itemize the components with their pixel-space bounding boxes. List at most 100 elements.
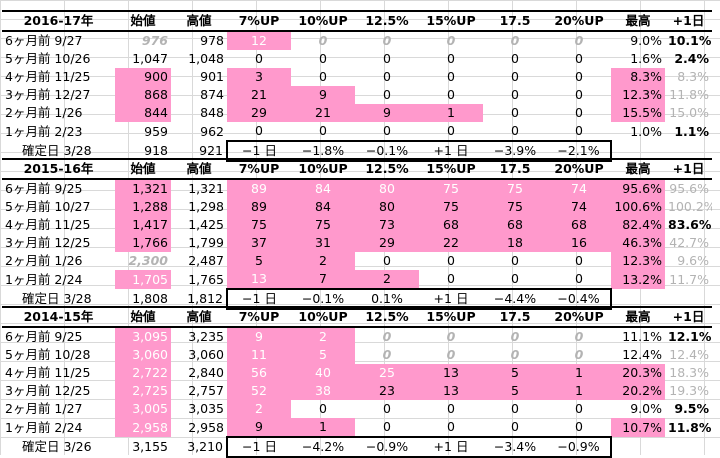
count-cell: 0 [510,329,520,344]
open-cell: 868 [115,86,171,104]
count-cell: 1 [547,364,611,382]
row-label: 3ヶ月前 12/25 [5,383,91,398]
plus1-cell: 42.7% [669,235,709,250]
count-cell: 9 [227,327,291,346]
count-cell: 0 [574,329,584,344]
table-2014-15: 2014-15年 始値 高値 7%UP 10%UP 12.5% 15%UP 17… [2,306,712,458]
count-cell: 0 [383,69,391,84]
max-cell: 13.2% [611,270,665,289]
count-cell: 75 [483,198,547,216]
count-cell: 2 [291,252,355,270]
plus1-cell: 2.4% [674,51,709,66]
col-10up: 10%UP [291,306,355,328]
open-cell: 1,047 [132,51,168,66]
plus1-cell: 83.6% [668,217,712,232]
max-cell: 12.3% [611,252,665,270]
count-cell: 1 [547,382,611,400]
col-17-5: 17.5 [483,10,547,32]
open-cell: 1,808 [132,291,168,306]
count-cell: 29 [227,104,291,122]
row-label: 4ヶ月前 11/25 [5,69,91,84]
row-label: 2ヶ月前 1/27 [5,401,83,416]
count-cell: 25 [355,364,419,382]
table-row: 2ヶ月前 1/26 2,300 2,487 5 2 0 0 0 0 12.3% … [2,252,712,270]
high-cell: 1,425 [188,217,224,232]
change-cell: −2.1% [547,140,612,162]
table-row: 1ヶ月前 2/24 1,705 1,765 13 7 2 0 0 0 13.2%… [2,270,712,289]
count-cell: 0 [575,69,583,84]
count-cell: 40 [291,364,355,382]
open-cell: 1,288 [115,198,171,216]
max-cell: 9.0% [630,33,662,48]
table-row: 3ヶ月前 12/27 868 874 21 9 0 0 0 0 12.3% 11… [2,86,712,104]
high-cell: 848 [200,105,224,120]
change-cell: +1 日 [419,436,483,458]
high-cell: 2,840 [188,365,224,380]
open-cell: 959 [144,123,168,139]
count-cell: 11 [227,346,291,364]
plus1-cell: 100.2% [668,199,712,214]
row-label: 4ヶ月前 11/25 [5,217,91,232]
high-cell: 2,487 [188,253,224,268]
high-cell: 1,298 [188,199,224,214]
count-cell: 13 [419,382,483,400]
open-cell: 844 [115,104,171,122]
high-cell: 1,799 [188,235,224,250]
max-cell: 1.0% [630,123,662,139]
count-cell: 2 [291,327,355,346]
count-cell: 0 [510,33,520,48]
count-cell: 0 [382,33,392,48]
open-cell: 900 [115,68,171,86]
count-cell: 1 [291,418,355,437]
max-cell: 8.3% [611,68,665,86]
count-cell: 0 [510,347,520,362]
count-cell: 21 [291,104,355,122]
col-10up: 10%UP [291,10,355,32]
row-label: 5ヶ月前 10/27 [5,199,91,214]
max-cell: 20.3% [611,364,665,382]
high-cell: 3,035 [188,401,224,416]
col-plus1: +1日 [665,158,712,180]
count-cell: 9 [227,418,291,437]
max-cell: 20.2% [611,382,665,400]
col-15up: 15%UP [419,158,483,180]
count-cell: 0 [447,69,455,84]
col-open: 始値 [115,306,171,328]
high-cell: 3,235 [188,329,224,344]
count-cell: 56 [227,364,291,382]
plus1-cell: 9.6% [677,253,709,268]
count-cell: 21 [227,86,291,104]
count-cell: 75 [419,198,483,216]
count-cell: 18 [483,234,547,252]
plus1-cell: 18.3% [669,365,709,380]
count-cell: 0 [511,419,519,434]
row-label: 3ヶ月前 12/27 [5,87,91,102]
count-cell: 80 [355,179,419,198]
count-cell: 0 [319,51,327,66]
col-12-5: 12.5% [355,158,419,180]
count-cell: 0 [447,87,455,102]
count-cell: 31 [291,234,355,252]
high-cell: 901 [200,69,224,84]
row-label: 2ヶ月前 1/26 [5,253,83,268]
count-cell: 84 [291,179,355,198]
count-cell: 0 [447,123,455,138]
count-cell: 0 [447,419,455,434]
year-label: 2015-16年 [2,158,115,180]
count-cell: 0 [574,347,584,362]
count-cell: 74 [547,179,611,198]
plus1-cell: 11.7% [669,271,709,287]
open-cell: 2,725 [115,382,171,400]
high-cell: 874 [200,87,224,102]
count-cell: 0 [446,33,456,48]
count-cell: 22 [419,234,483,252]
row-label: 5ヶ月前 10/28 [5,347,91,362]
count-cell: 0 [447,253,455,268]
col-open: 始値 [115,10,171,32]
high-cell: 962 [200,123,224,139]
count-cell: 0 [318,33,328,48]
count-cell: 0 [575,87,583,102]
col-12-5: 12.5% [355,306,419,328]
count-cell: 73 [355,216,419,234]
table-row: 5ヶ月前 10/26 1,047 1,048 0 0 0 0 0 0 1.6% … [2,50,712,68]
